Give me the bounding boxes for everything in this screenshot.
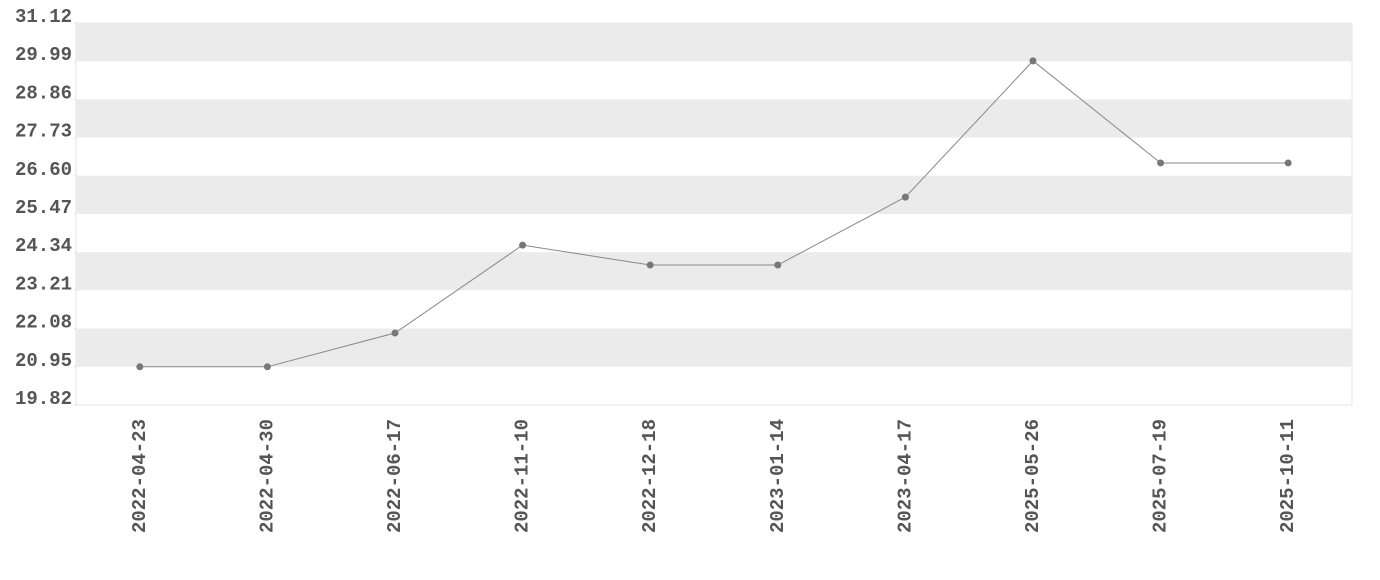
data-point [1029,57,1037,65]
data-point [901,193,909,201]
data-point [1284,159,1292,167]
y-tick-label: 23.21 [15,273,72,295]
x-tick-label: 2023-01-14 [767,419,789,533]
grid-band [76,23,1352,62]
data-line [139,60,1289,368]
y-tick-label: 19.82 [15,388,72,410]
x-tick-label: 2025-10-11 [1277,419,1299,533]
x-tick-label: 2022-06-17 [384,419,406,533]
data-point [1157,159,1165,167]
y-tick-label: 25.47 [15,197,72,219]
data-point [391,329,399,337]
x-tick-label: 2025-05-26 [1022,419,1044,533]
y-tick-label: 20.95 [15,350,72,372]
y-tick-label: 29.99 [15,44,72,66]
y-tick-label: 24.34 [15,235,72,257]
y-tick-label: 26.60 [15,159,72,181]
data-point [519,241,527,249]
data-point [263,363,271,371]
x-tick-label: 2022-04-30 [256,419,278,533]
grid-band [76,99,1352,138]
x-tick-label: 2023-04-17 [894,419,916,533]
data-point [646,261,654,269]
x-tick-label: 2022-04-23 [129,419,151,533]
y-tick-label: 31.12 [15,6,72,28]
y-tick-label: 22.08 [15,312,72,334]
data-point [774,261,782,269]
grid-band [76,175,1352,214]
x-tick-label: 2022-12-18 [639,419,661,533]
data-point [136,363,144,371]
y-tick-label: 27.73 [15,121,72,143]
x-tick-label: 2025-07-19 [1150,419,1172,533]
grid-band [76,252,1352,291]
y-tick-label: 28.86 [15,82,72,104]
x-tick-label: 2022-11-10 [512,419,534,533]
grid-band [76,328,1352,367]
